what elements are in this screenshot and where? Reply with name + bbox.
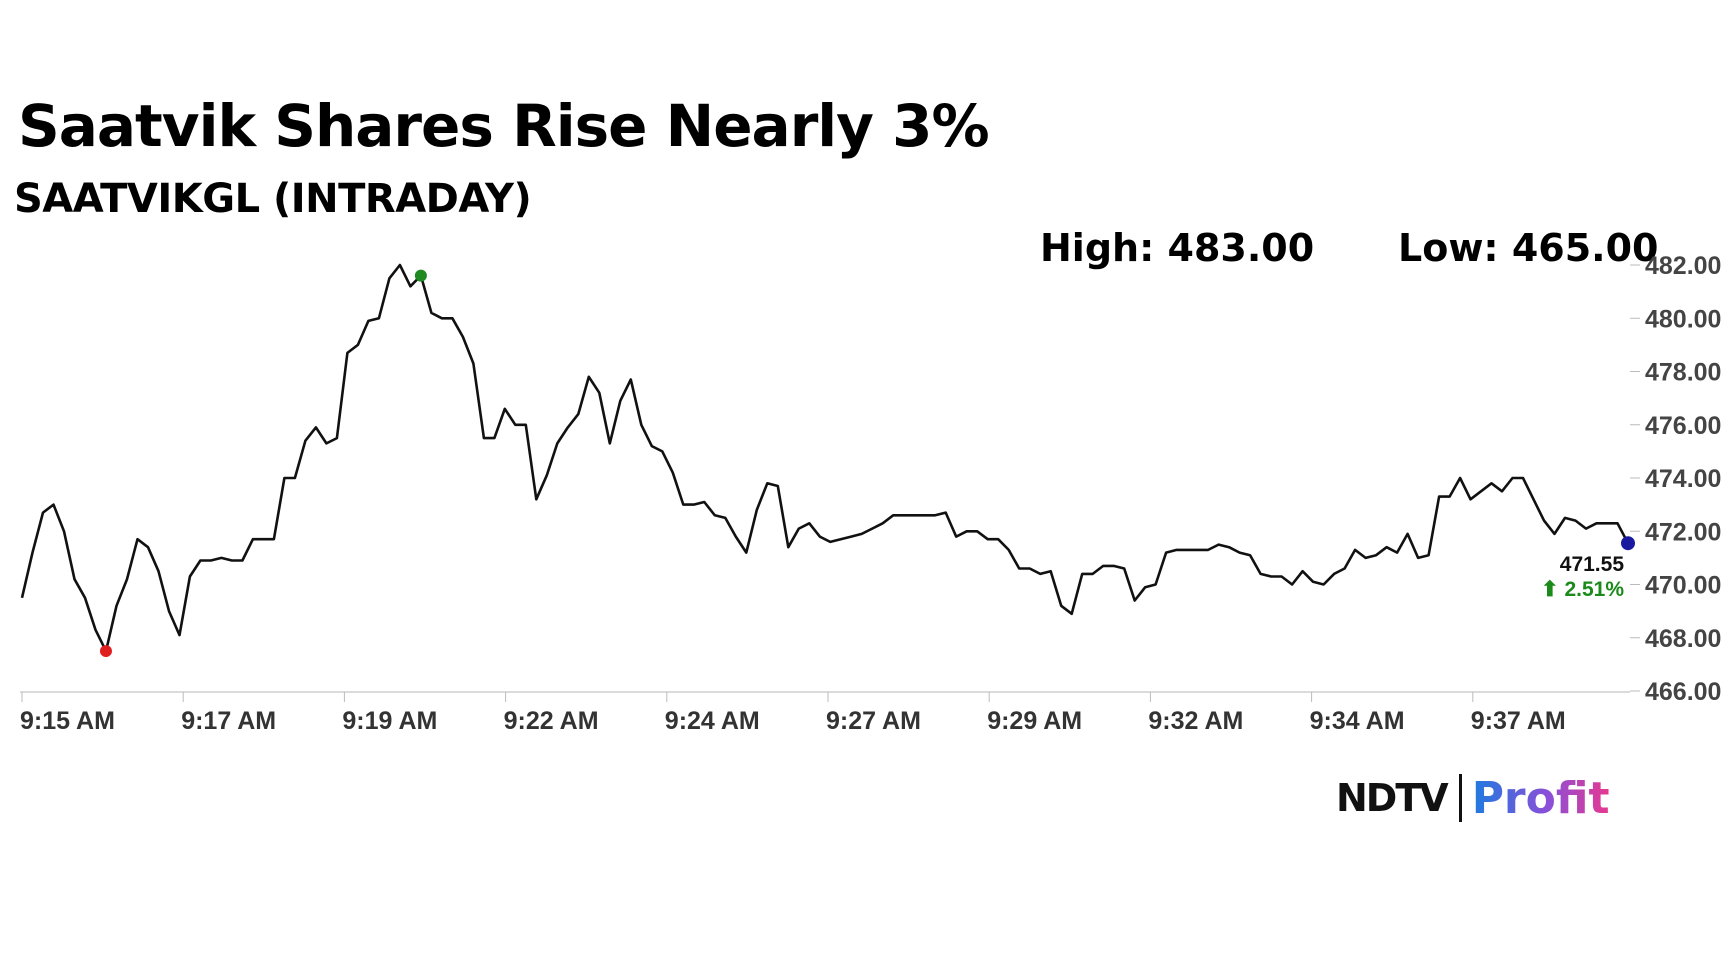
x-tick-label: 9:19 AM (342, 707, 437, 735)
day-high-marker (414, 269, 427, 282)
x-tick-label: 9:22 AM (504, 707, 599, 735)
brand-divider (1458, 774, 1462, 822)
x-axis-ticks: 9:15 AM 9:17 AM 9:19 AM 9:22 AM 9:24 AM 9:27 … (20, 692, 1566, 735)
day-low-label: Low: 465.00 (1398, 226, 1659, 270)
last-price-marker (1621, 536, 1635, 551)
brand-ndtv: NDTV (1336, 776, 1449, 820)
chart-title: Saatvik Shares Rise Nearly 3% (18, 92, 990, 160)
y-tick-label: 480.00 (1645, 305, 1721, 333)
price-series-line (20, 263, 1630, 653)
last-price-label: 471.55 (1560, 553, 1625, 576)
day-low-marker (99, 645, 112, 658)
y-tick-label: 472.00 (1645, 518, 1721, 546)
y-axis-ticks: 482.00 480.00 478.00 476.00 474.00 472.00 470.… (1630, 252, 1721, 706)
ndtv-profit-logo: NDTV Profit (1336, 772, 1610, 824)
x-tick-label: 9:17 AM (181, 707, 276, 735)
x-tick-label: 9:24 AM (665, 707, 760, 735)
x-tick-label: 9:34 AM (1310, 707, 1405, 735)
x-tick-label: 9:29 AM (987, 707, 1082, 735)
y-tick-label: 476.00 (1645, 412, 1721, 440)
brand-profit: Profit (1471, 772, 1610, 824)
y-tick-label: 482.00 (1645, 252, 1721, 280)
x-tick-label: 9:27 AM (826, 707, 921, 735)
x-tick-label: 9:37 AM (1471, 707, 1566, 735)
y-tick-label: 466.00 (1645, 678, 1721, 706)
chart-subtitle: SAATVIKGL (INTRADAY) (14, 176, 532, 222)
y-tick-label: 474.00 (1645, 465, 1721, 493)
price-change-label: ⬆ 2.51% (1541, 578, 1624, 601)
x-tick-label: 9:32 AM (1148, 707, 1243, 735)
y-tick-label: 468.00 (1645, 625, 1721, 653)
y-tick-label: 478.00 (1645, 359, 1721, 387)
y-tick-label: 470.00 (1645, 572, 1721, 600)
day-high-label: High: 483.00 (1040, 226, 1315, 270)
x-tick-label: 9:15 AM (20, 707, 115, 735)
